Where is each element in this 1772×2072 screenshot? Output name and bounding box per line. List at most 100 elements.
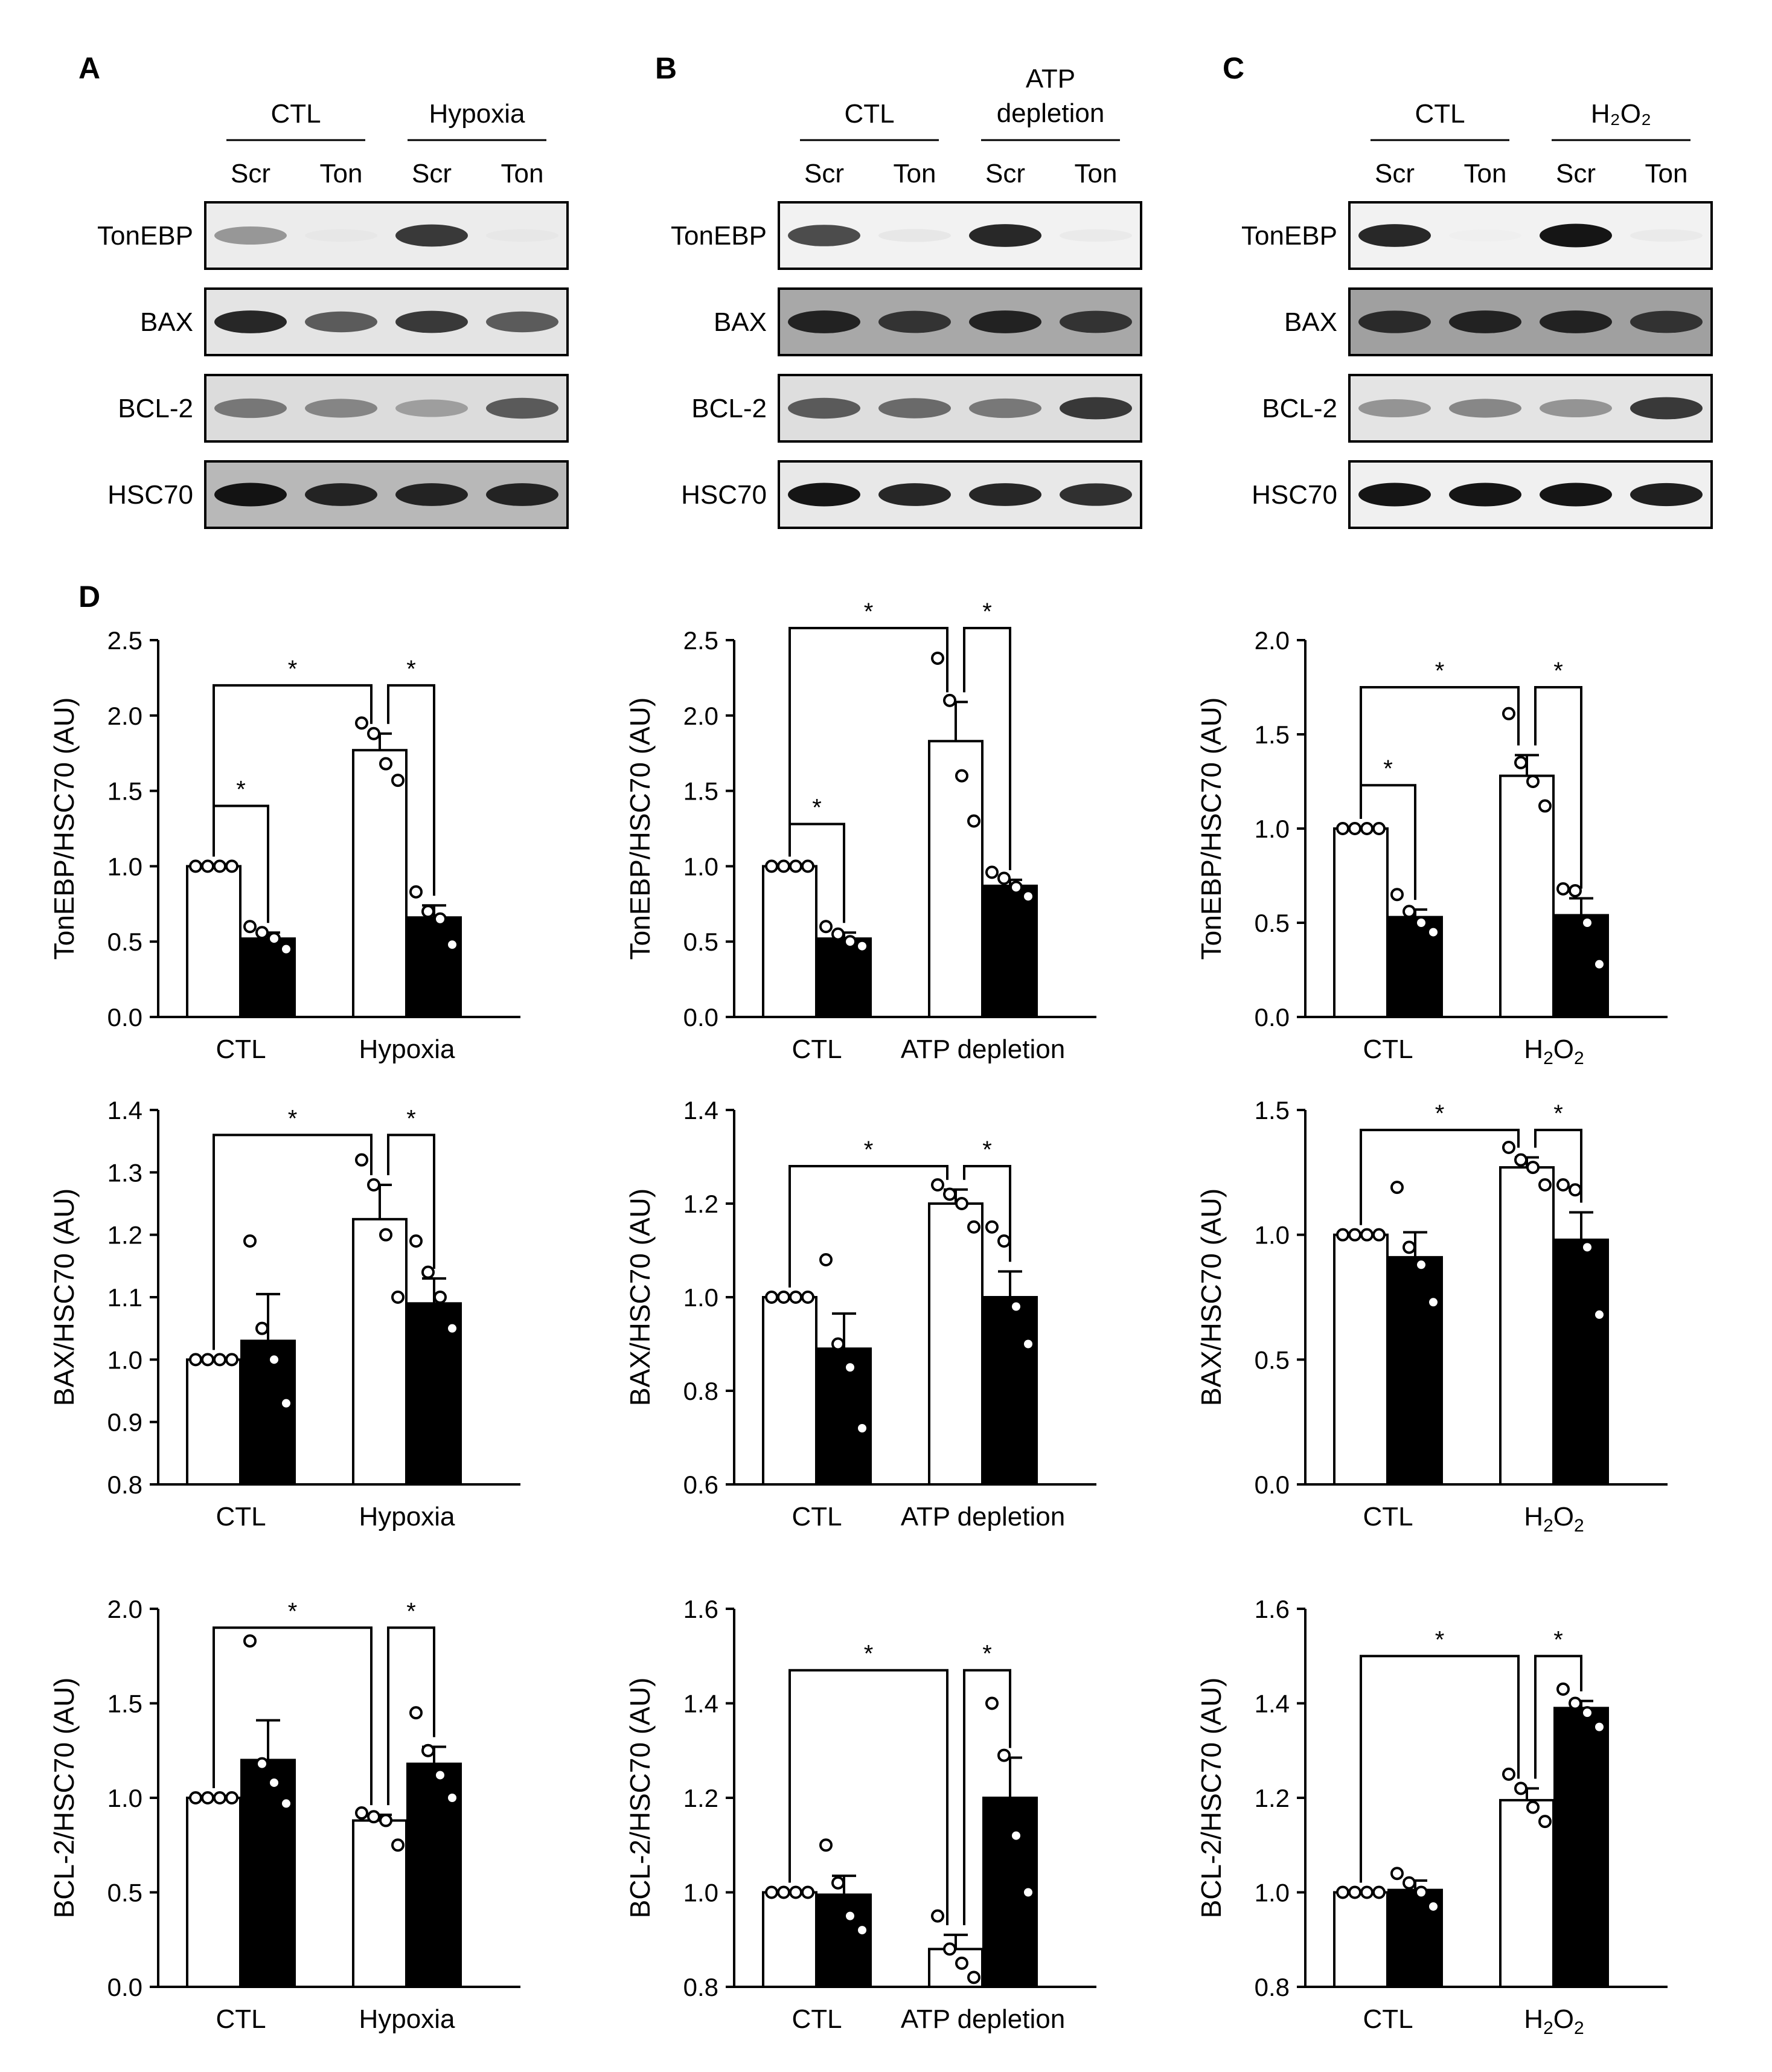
y-tick-label: 1.6 xyxy=(683,1595,718,1623)
data-point xyxy=(985,865,999,879)
data-point xyxy=(243,1634,257,1648)
data-point xyxy=(391,774,405,787)
lane-label-scr: Scr xyxy=(804,159,844,188)
data-point xyxy=(421,905,435,919)
y-axis-label: BAX/HSC70 (AU) xyxy=(624,1188,656,1406)
lane-label-ton: Ton xyxy=(320,159,363,188)
data-point xyxy=(1390,888,1404,902)
data-point xyxy=(943,1942,956,1956)
group-label: CTL xyxy=(270,99,321,129)
x-category-label: CTL xyxy=(792,1502,842,1532)
significance-bracket xyxy=(387,1134,435,1269)
data-point xyxy=(1427,925,1440,939)
data-point xyxy=(243,920,257,934)
data-point xyxy=(1581,1240,1594,1254)
blot-band xyxy=(1060,483,1132,506)
significance-star: * xyxy=(812,795,822,821)
y-tick-label: 0.5 xyxy=(107,1879,142,1907)
data-point xyxy=(831,927,845,941)
significance-star: * xyxy=(288,1105,298,1132)
data-point xyxy=(1581,916,1594,929)
data-point xyxy=(856,1923,869,1937)
data-point xyxy=(201,1353,214,1367)
blot-band xyxy=(1060,397,1132,420)
blot-band xyxy=(305,399,377,418)
blot-band xyxy=(788,483,860,507)
x-category-label: Hypoxia xyxy=(359,1034,455,1064)
bar-scr xyxy=(762,1891,817,1988)
x-category-label: H2O2 xyxy=(1524,1502,1584,1536)
lane-label-scr: Scr xyxy=(1375,159,1415,188)
group-label: CTL xyxy=(844,99,894,129)
row-label-bax: BAX xyxy=(140,307,193,337)
significance-star: * xyxy=(406,656,416,682)
data-point xyxy=(1403,1240,1416,1254)
bar-ton xyxy=(1387,1256,1443,1486)
bar-scr xyxy=(1333,1891,1389,1988)
significance-star: * xyxy=(864,598,874,625)
blot-band xyxy=(788,397,860,419)
blot-band xyxy=(214,310,287,333)
data-point xyxy=(1009,880,1023,894)
data-point xyxy=(843,1361,857,1374)
data-point xyxy=(777,1885,790,1899)
data-point xyxy=(819,920,833,934)
blot-band xyxy=(1358,399,1431,418)
data-point xyxy=(765,859,778,873)
data-point xyxy=(1526,1800,1540,1814)
y-tick-label: 0.8 xyxy=(683,1377,718,1405)
blot-band xyxy=(395,399,468,417)
data-point xyxy=(789,859,802,873)
y-tick-label: 0.8 xyxy=(107,1471,142,1499)
data-point xyxy=(931,651,944,665)
data-point xyxy=(967,814,980,828)
data-point xyxy=(367,1178,380,1192)
chart-4: 0.8 0.9 1.0 1.1 1.2 1.3 1.4 BAX/HSC70 (AU) CTL Hy… xyxy=(48,1096,520,1532)
significance-star: * xyxy=(288,656,298,682)
lane-label-scr: Scr xyxy=(985,159,1025,188)
blot-band xyxy=(305,311,377,333)
y-tick-label: 1.0 xyxy=(107,1346,142,1374)
significance-star: * xyxy=(864,1641,874,1667)
blot-band xyxy=(486,311,558,333)
y-tick-label: 1.0 xyxy=(683,1879,718,1907)
data-point xyxy=(1336,822,1349,835)
data-point xyxy=(267,1353,281,1367)
row-label-bcl-2: BCL-2 xyxy=(118,394,193,423)
y-tick-label: 1.4 xyxy=(107,1096,142,1124)
data-point xyxy=(1502,1141,1515,1154)
significance-star: * xyxy=(1553,1100,1563,1127)
y-axis-label: TonEBP/HSC70 (AU) xyxy=(1195,698,1227,960)
data-point xyxy=(391,1291,405,1304)
chart-1: 0.0 0.5 1.0 1.5 2.0 2.5 TonEBP/HSC70 (AU) CTL Hy… xyxy=(48,626,520,1064)
bar-scr xyxy=(352,1217,408,1486)
y-tick-label: 1.5 xyxy=(1255,1096,1290,1124)
significance-bracket xyxy=(963,1669,1011,1925)
data-point xyxy=(409,1234,423,1248)
data-point xyxy=(1348,1228,1361,1242)
bar-ton xyxy=(406,916,462,1019)
significance-star: * xyxy=(982,1641,992,1667)
data-point xyxy=(801,1291,814,1304)
y-tick-label: 0.0 xyxy=(1255,1003,1290,1031)
data-point xyxy=(997,871,1011,885)
bar-scr xyxy=(186,1358,241,1486)
blot-band xyxy=(395,224,468,247)
y-tick-label: 0.5 xyxy=(683,928,718,956)
data-point xyxy=(243,1234,257,1248)
y-axis-label: BCL-2/HSC70 (AU) xyxy=(48,1678,80,1919)
data-point xyxy=(201,1791,214,1804)
blot-band xyxy=(969,483,1041,506)
blot-band xyxy=(1060,229,1132,242)
data-point xyxy=(931,1178,944,1192)
data-point xyxy=(1372,1885,1386,1899)
significance-bracket xyxy=(1360,686,1520,819)
group-label: CTL xyxy=(1415,99,1465,129)
bar-scr xyxy=(186,1797,241,1988)
blot-band xyxy=(969,224,1041,247)
data-point xyxy=(801,859,814,873)
data-point xyxy=(367,726,380,740)
blot-band xyxy=(214,398,287,419)
y-tick-label: 1.4 xyxy=(683,1096,718,1124)
